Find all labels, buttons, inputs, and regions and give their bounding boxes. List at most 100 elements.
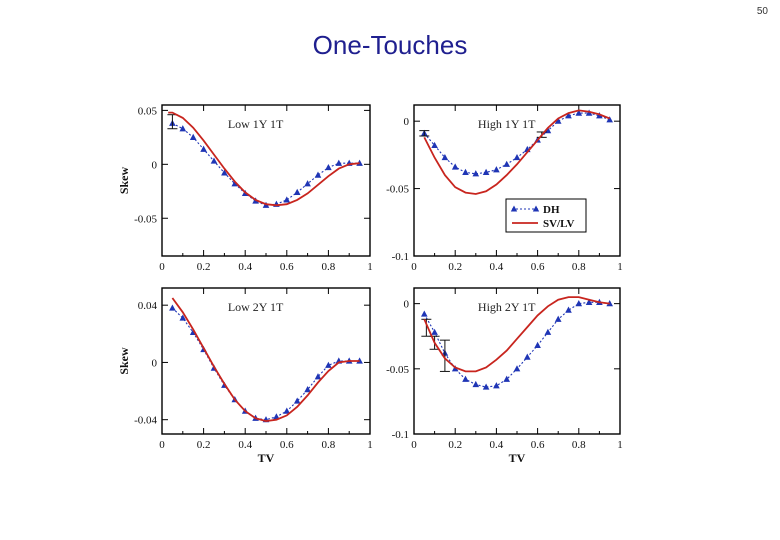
x-tick-label: 0 (411, 261, 417, 273)
dh-series-line (423, 301, 610, 388)
dh-data-point (462, 375, 469, 382)
x-tick-label: 0.4 (238, 439, 252, 451)
dh-data-point (451, 163, 459, 170)
y-tick-label: -0.05 (386, 364, 409, 376)
dh-data-point (575, 109, 583, 116)
dh-data-point (293, 188, 301, 195)
x-tick-label: 0.6 (280, 439, 294, 451)
x-tick-label: 1 (617, 261, 623, 273)
x-axis-label: TV (258, 451, 275, 465)
dh-data-point (273, 413, 280, 420)
dh-data-point (283, 407, 291, 414)
y-tick-label: -0.1 (392, 251, 409, 263)
x-axis-label: TV (509, 451, 526, 465)
panel-title: Low 2Y 1T (228, 300, 284, 314)
svlv-series-line (171, 297, 360, 423)
dh-data-point (335, 159, 343, 166)
dh-data-point (544, 328, 552, 335)
panel-title: High 2Y 1T (478, 300, 536, 314)
x-tick-label: 0.6 (280, 261, 294, 273)
svlv-series-line (168, 111, 360, 207)
panel-title: High 1Y 1T (478, 117, 536, 131)
slide-title: One-Touches (312, 30, 468, 60)
dh-data-point (503, 160, 510, 167)
y-tick-label: 0 (152, 357, 158, 369)
chart-panel-4: 0 0.2 0.4 0.6 0.8 1 0 -0.05 -0.1 High 2Y 1T TV (386, 287, 623, 465)
dh-data-point (179, 314, 187, 321)
dh-data-point (200, 145, 207, 152)
dh-data-point (524, 353, 531, 360)
dh-data-point (421, 310, 428, 317)
svlv-series-line (423, 296, 610, 373)
dh-data-point (606, 116, 613, 123)
x-tick-label: 1 (367, 439, 373, 451)
x-tick-label: 0 (159, 439, 165, 451)
x-tick-label: 1 (367, 261, 373, 273)
dh-data-point (503, 375, 510, 382)
legend-dh-marker (532, 205, 540, 212)
dh-data-point (325, 361, 332, 368)
x-tick-label: 0.2 (448, 439, 462, 451)
x-tick-label: 0.8 (572, 261, 586, 273)
chart-panel-1: 0 0.2 0.4 0.6 0.8 1 0.05 0 -0.05 Low 1Y 1T Skew (117, 104, 373, 273)
panel-title: Low 1Y 1T (228, 117, 284, 131)
dh-data-point (221, 169, 228, 176)
y-axis-label: Skew (117, 166, 131, 194)
dh-data-point (441, 153, 449, 161)
dh-data-point (231, 180, 239, 187)
chart-panel-2: 0 0.2 0.4 0.6 0.8 1 0 -0.05 -0.1 High 1Y 1T DH SV/L… (386, 104, 623, 273)
dh-data-point (314, 373, 322, 380)
x-tick-label: 0.6 (531, 261, 545, 273)
x-tick-label: 0.2 (448, 261, 462, 273)
x-tick-label: 0.8 (322, 261, 336, 273)
x-tick-label: 0.4 (490, 261, 504, 273)
y-tick-label: 0 (404, 299, 410, 311)
y-tick-label: -0.1 (392, 429, 409, 441)
x-tick-label: 0.4 (490, 439, 504, 451)
y-tick-label: -0.05 (134, 213, 157, 225)
x-tick-label: 0.8 (322, 439, 336, 451)
dh-data-point (513, 153, 521, 161)
dh-series-line (172, 307, 360, 421)
legend-box (505, 198, 587, 233)
dh-data-point (304, 386, 311, 393)
x-tick-label: 0 (411, 439, 417, 451)
dh-data-point (575, 300, 583, 307)
dh-data-point (210, 157, 218, 164)
y-tick-label: 0.04 (138, 300, 158, 312)
x-tick-label: 0.2 (197, 439, 211, 451)
dh-data-point (304, 180, 311, 187)
y-tick-label: 0.05 (138, 105, 158, 117)
dh-data-point (293, 397, 301, 404)
x-tick-label: 0 (159, 261, 165, 273)
dh-data-point (356, 159, 363, 166)
legend-svlv-label: SV/LV (543, 218, 574, 230)
x-tick-label: 0.8 (572, 439, 586, 451)
dh-data-point (179, 125, 187, 132)
dh-data-point (482, 383, 490, 390)
dh-data-point (431, 328, 438, 335)
dh-data-point (314, 171, 322, 178)
y-axis-label: Skew (117, 347, 131, 375)
dh-data-point (169, 304, 176, 311)
dh-data-point (493, 166, 500, 173)
dh-data-point (189, 133, 197, 140)
dh-data-point (585, 298, 593, 305)
y-tick-label: 0 (404, 116, 410, 128)
y-tick-label: -0.04 (134, 415, 157, 427)
svlv-series-line (423, 109, 611, 195)
y-tick-label: -0.05 (386, 184, 409, 196)
dh-data-point (472, 380, 480, 388)
dh-data-point (565, 112, 572, 119)
x-tick-label: 0.4 (238, 261, 252, 273)
x-tick-label: 0.2 (197, 261, 211, 273)
dh-data-point (283, 196, 291, 203)
dh-data-point (472, 170, 480, 177)
dh-data-point (565, 306, 572, 313)
dh-data-point (554, 315, 562, 322)
dh-data-point (534, 341, 541, 348)
dh-data-point (325, 163, 332, 171)
legend-dh-label: DH (543, 204, 560, 216)
